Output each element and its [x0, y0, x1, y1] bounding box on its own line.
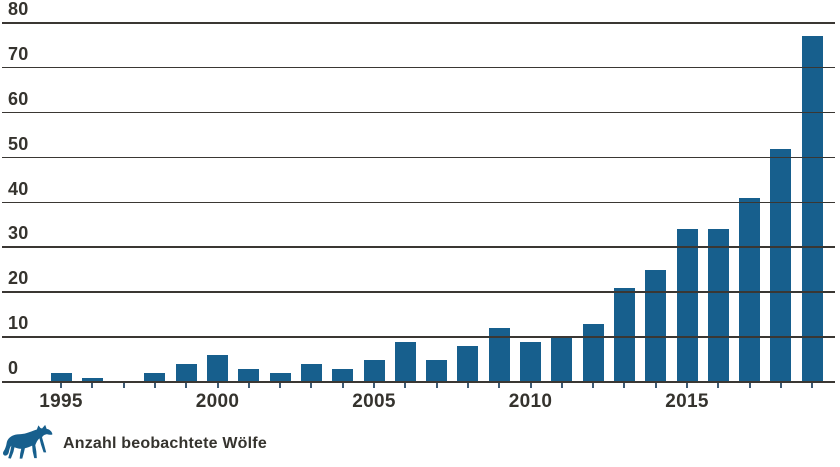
y-axis-label-40: 40 [8, 178, 29, 199]
bar-2004 [332, 368, 354, 382]
x-tick-2001 [247, 383, 250, 388]
wolf-icon [3, 424, 53, 459]
gridline-10 [2, 336, 835, 338]
bar-2010 [520, 341, 541, 382]
bar-2006 [394, 341, 416, 382]
y-axis-label-50: 50 [8, 133, 29, 154]
bar-2013 [613, 287, 635, 382]
bar-2019 [801, 36, 823, 382]
x-tick-2006 [404, 383, 407, 388]
y-axis-label-30: 30 [8, 223, 29, 244]
gridline-50 [2, 156, 835, 159]
y-axis-label-80: 80 [8, 0, 29, 19]
bar-2001 [238, 368, 260, 382]
x-axis-label-1995: 1995 [39, 391, 83, 412]
x-tick-2019 [811, 383, 814, 388]
bar-2012 [582, 323, 604, 382]
x-tick-2009 [498, 383, 501, 388]
bar-2017 [739, 198, 761, 382]
bar-1996 [81, 377, 103, 382]
y-axis-label-60: 60 [8, 88, 29, 109]
bar-2018 [770, 148, 792, 382]
x-tick-2008 [466, 383, 469, 388]
x-axis-label-2015: 2015 [665, 391, 709, 412]
x-axis-label-2005: 2005 [352, 391, 396, 412]
gridline-30 [2, 246, 835, 248]
gridline-80 [2, 22, 835, 24]
x-tick-1999 [185, 383, 188, 388]
bar-2009 [488, 328, 510, 382]
bar-2011 [551, 337, 573, 382]
x-tick-1997 [122, 383, 125, 388]
x-tick-2003 [310, 383, 313, 388]
bar-2000 [207, 355, 228, 382]
bar-1999 [175, 364, 197, 382]
x-tick-2002 [279, 383, 282, 388]
bar-2005 [363, 359, 385, 382]
x-axis-label-2000: 2000 [195, 391, 240, 412]
x-tick-2014 [654, 383, 657, 388]
bar-1995 [50, 373, 72, 382]
bar-2016 [707, 229, 729, 382]
y-axis-label-10: 10 [8, 313, 29, 334]
x-tick-1996 [91, 383, 94, 388]
bar-2002 [269, 373, 291, 382]
x-tick-2004 [341, 383, 344, 388]
gridline-40 [2, 201, 835, 203]
y-axis-label-0: 0 [8, 358, 19, 378]
bar-1998 [144, 373, 166, 382]
x-tick-2000 [216, 383, 219, 388]
bar-2015 [676, 229, 698, 382]
x-axis-label-2010: 2010 [508, 391, 553, 412]
x-tick-2018 [779, 383, 782, 388]
bar-2007 [426, 359, 448, 382]
x-tick-2007 [435, 383, 438, 388]
x-tick-1998 [153, 383, 156, 388]
bar-2003 [300, 364, 322, 382]
x-tick-2017 [748, 383, 751, 388]
gridline-60 [2, 111, 835, 114]
gridline-70 [2, 66, 835, 69]
x-tick-2005 [373, 383, 375, 388]
x-tick-2010 [529, 383, 532, 388]
y-axis-label-20: 20 [8, 268, 29, 289]
y-axis-label-70: 70 [8, 43, 29, 64]
x-tick-2012 [592, 383, 595, 388]
x-tick-2013 [623, 383, 626, 388]
legend: Anzahl beobachtete Wölfe [2, 420, 267, 464]
x-tick-1995 [60, 383, 62, 388]
x-tick-2011 [560, 383, 563, 388]
x-tick-2016 [717, 383, 720, 388]
x-tick-2015 [686, 383, 688, 388]
x-axis-baseline [2, 381, 835, 383]
legend-label: Anzahl beobachtete Wölfe [63, 435, 267, 452]
gridline-20 [2, 291, 835, 293]
bar-2014 [645, 269, 667, 382]
bar-2008 [457, 346, 479, 382]
